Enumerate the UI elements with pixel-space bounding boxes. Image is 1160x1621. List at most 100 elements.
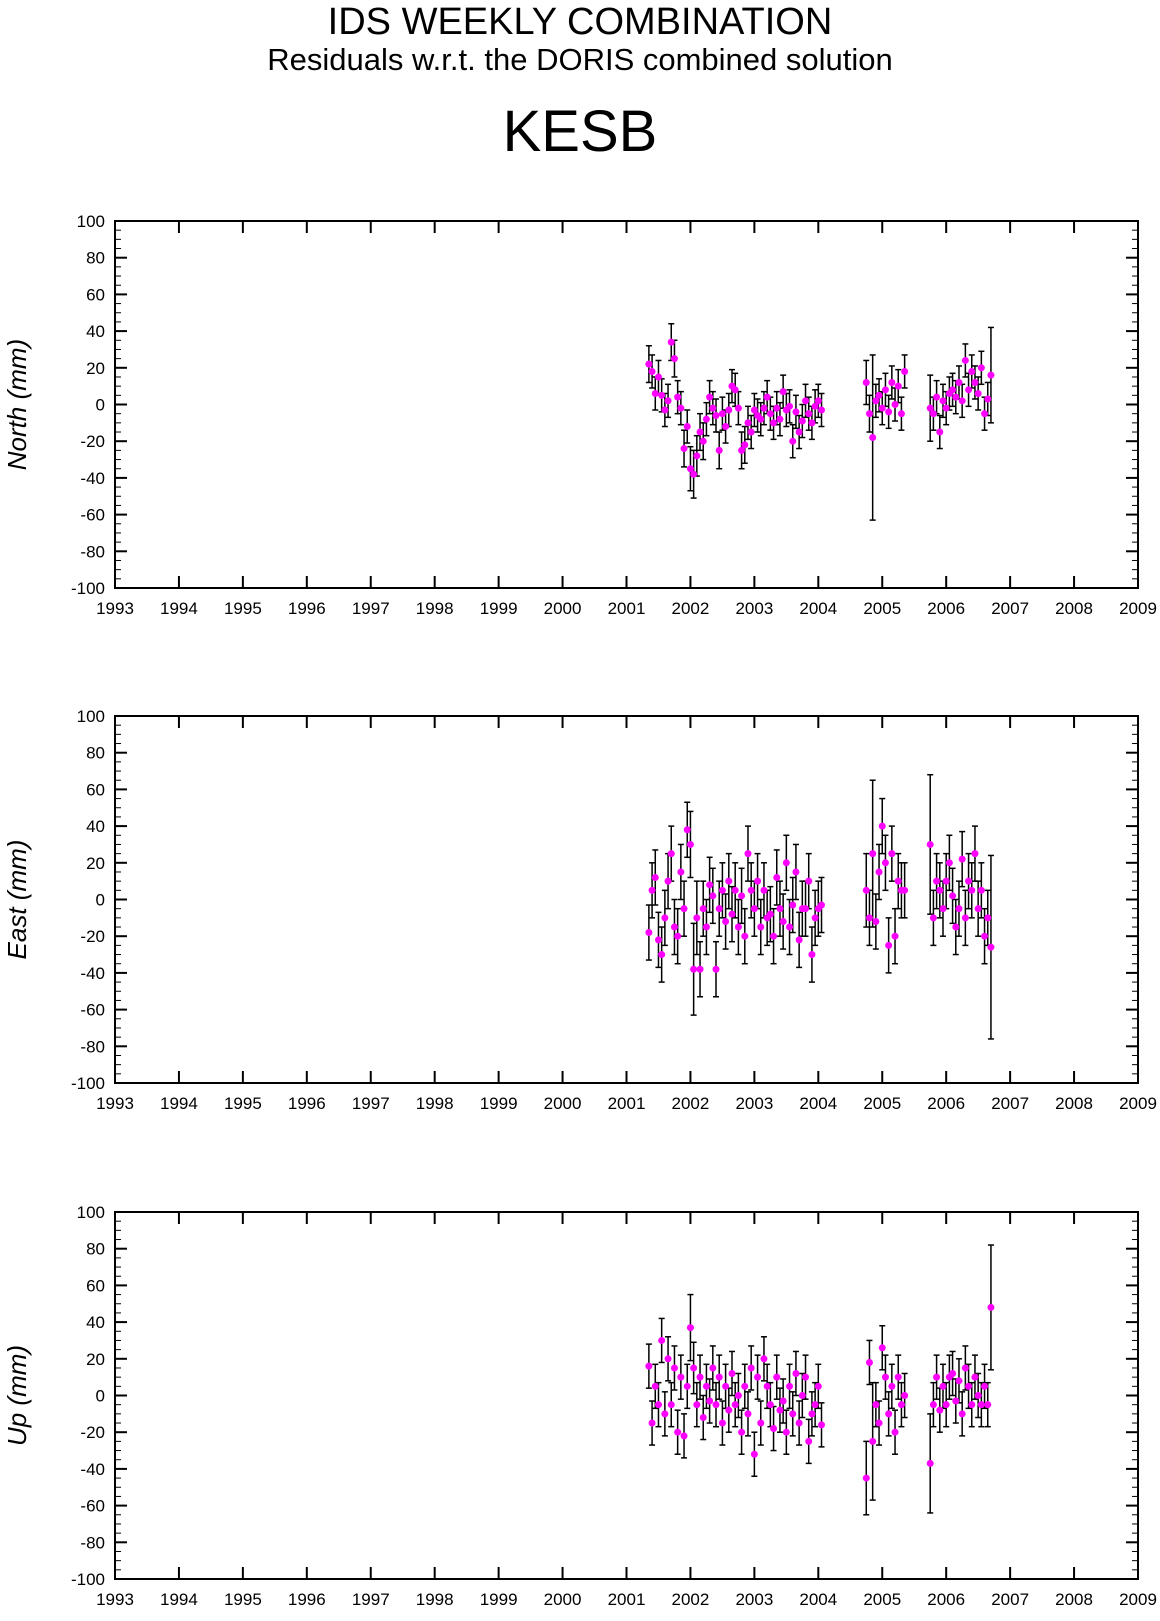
- x-tick-label: 2002: [672, 599, 710, 618]
- x-tick-label: 2008: [1055, 599, 1093, 618]
- x-tick-label: 2003: [735, 1094, 773, 1113]
- x-tick-label: 2000: [544, 599, 582, 618]
- data-point: [949, 1369, 957, 1377]
- y-tick-label: 40: [86, 322, 105, 341]
- x-tick-label: 1995: [224, 599, 262, 618]
- y-tick-label: 20: [86, 854, 105, 873]
- data-point: [760, 404, 768, 412]
- data-point: [715, 905, 723, 913]
- data-point: [773, 404, 781, 412]
- y-tick-label: 0: [96, 1387, 105, 1406]
- data-point: [862, 886, 870, 894]
- data-point: [677, 404, 685, 412]
- x-tick-label: 2006: [927, 599, 965, 618]
- data-point: [805, 410, 813, 418]
- data-point: [987, 943, 995, 951]
- data-point: [667, 1401, 675, 1409]
- data-point: [933, 877, 941, 885]
- station-name: KESB: [502, 99, 658, 164]
- data-point: [865, 914, 873, 922]
- data-point: [949, 892, 957, 900]
- data-point: [901, 886, 909, 894]
- x-tick-label: 2008: [1055, 1590, 1093, 1609]
- data-point: [738, 446, 746, 454]
- data-point: [754, 877, 762, 885]
- data-point: [760, 1355, 768, 1363]
- data-point: [728, 1369, 736, 1377]
- data-point: [894, 1373, 902, 1381]
- x-tick-label: 2001: [608, 1094, 646, 1113]
- data-point: [789, 1410, 797, 1418]
- x-tick-label: 2002: [672, 1094, 710, 1113]
- data-point: [683, 423, 691, 431]
- chart-subtitle: Residuals w.r.t. the DORIS combined solu…: [267, 42, 893, 77]
- y-tick-label: -40: [80, 469, 105, 488]
- data-point: [939, 905, 947, 913]
- x-tick-label: 2005: [863, 1094, 901, 1113]
- data-point: [645, 929, 653, 937]
- data-point: [680, 1432, 688, 1440]
- x-tick-label: 2006: [927, 1590, 965, 1609]
- data-point: [750, 1450, 758, 1458]
- x-tick-label: 2003: [735, 599, 773, 618]
- data-point: [654, 1401, 662, 1409]
- data-point: [750, 905, 758, 913]
- data-point: [734, 923, 742, 931]
- y-tick-label: 100: [77, 1203, 105, 1222]
- x-tick-label: 1996: [288, 599, 326, 618]
- y-tick-label: -80: [80, 1533, 105, 1552]
- data-point: [875, 868, 883, 876]
- x-tick-label: 2001: [608, 599, 646, 618]
- data-point: [981, 932, 989, 940]
- data-point: [766, 410, 774, 418]
- data-point: [654, 936, 662, 944]
- north-panel: 1993 1994 1995 1996 1997 1998 1999 2000 2001 2002…: [2, 212, 1157, 618]
- data-point: [779, 1397, 787, 1405]
- x-tick-label: 1998: [416, 1094, 454, 1113]
- data-point: [702, 1382, 710, 1390]
- data-point: [658, 951, 666, 959]
- up-panel: 1993 1994 1995 1996 1997 1998 1999 2000 2001 2002…: [2, 1203, 1157, 1609]
- y-tick-label: 60: [86, 285, 105, 304]
- data-point: [696, 1373, 704, 1381]
- data-point: [939, 1382, 947, 1390]
- y-tick-label: 40: [86, 1313, 105, 1332]
- data-point: [766, 1401, 774, 1409]
- data-point: [811, 1401, 819, 1409]
- data-point: [971, 850, 979, 858]
- data-point: [690, 1364, 698, 1372]
- data-point: [725, 406, 733, 414]
- data-point: [661, 406, 669, 414]
- data-point: [744, 1410, 752, 1418]
- data-point: [885, 1410, 893, 1418]
- data-point: [690, 470, 698, 478]
- data-point: [706, 881, 714, 889]
- data-point: [670, 923, 678, 931]
- data-point: [929, 410, 937, 418]
- data-point: [776, 905, 784, 913]
- data-point: [888, 850, 896, 858]
- x-tick-label: 2003: [735, 1590, 773, 1609]
- data-point: [891, 1428, 899, 1436]
- data-point: [664, 397, 672, 405]
- x-tick-label: 1996: [288, 1590, 326, 1609]
- data-point: [709, 1364, 717, 1372]
- data-point: [718, 410, 726, 418]
- y-tick-label: -20: [80, 927, 105, 946]
- data-point: [792, 868, 800, 876]
- x-tick-label: 2007: [991, 1094, 1029, 1113]
- y-tick-label: -100: [71, 1570, 105, 1589]
- data-point: [965, 386, 973, 394]
- data-point: [773, 873, 781, 881]
- x-tick-label: 1994: [160, 1094, 198, 1113]
- data-point: [811, 914, 819, 922]
- data-point: [987, 1303, 995, 1311]
- data-point: [933, 393, 941, 401]
- data-point: [661, 914, 669, 922]
- data-point: [897, 1401, 905, 1409]
- data-point: [664, 1355, 672, 1363]
- y-tick-label: 0: [96, 891, 105, 910]
- x-tick-label: 2001: [608, 1590, 646, 1609]
- plot-frame: [114, 715, 1139, 1084]
- data-point: [718, 886, 726, 894]
